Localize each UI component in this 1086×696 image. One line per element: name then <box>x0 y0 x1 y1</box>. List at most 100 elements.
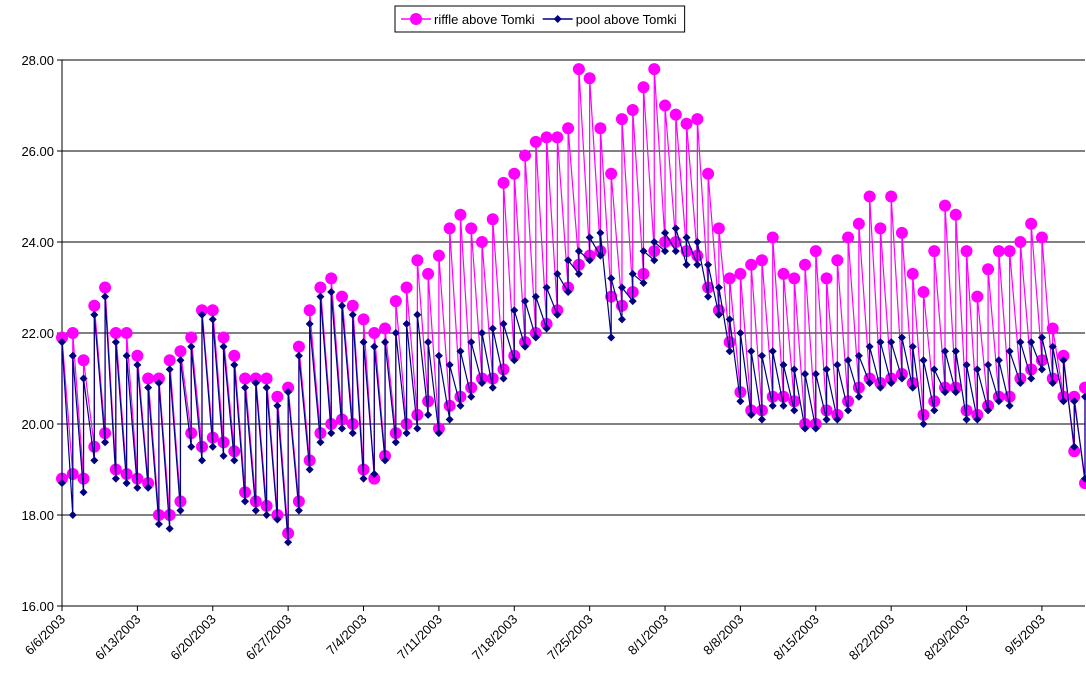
point <box>1035 231 1048 244</box>
point <box>152 372 165 385</box>
point <box>887 338 896 347</box>
point <box>1037 333 1046 342</box>
point <box>165 365 174 374</box>
point <box>411 254 424 267</box>
point <box>228 349 241 362</box>
point <box>984 406 993 415</box>
point <box>607 274 616 283</box>
point <box>346 299 359 312</box>
point <box>917 286 930 299</box>
point <box>865 379 874 388</box>
point <box>432 249 445 262</box>
point <box>747 410 756 419</box>
point <box>111 338 120 347</box>
point <box>109 327 122 339</box>
y-tick-label: 22.00 <box>21 326 54 341</box>
point <box>822 365 831 374</box>
point <box>208 442 217 451</box>
point <box>187 442 196 451</box>
point <box>766 231 779 244</box>
point <box>370 470 379 479</box>
point <box>725 347 734 356</box>
point <box>628 297 637 306</box>
point <box>540 131 553 144</box>
point <box>844 406 853 415</box>
point <box>292 340 305 353</box>
point <box>260 372 273 385</box>
point <box>908 383 917 392</box>
point <box>714 310 723 319</box>
x-tick-label: 8/22/2003 <box>846 612 898 664</box>
point <box>400 281 413 294</box>
point <box>90 456 99 465</box>
point <box>639 247 648 256</box>
point <box>607 333 616 342</box>
point <box>572 63 585 76</box>
series-line <box>61 228 1086 543</box>
point <box>1025 217 1038 230</box>
point <box>249 372 262 385</box>
point <box>941 347 950 356</box>
point <box>197 456 206 465</box>
point <box>564 288 573 297</box>
point <box>391 329 400 337</box>
point <box>488 324 497 333</box>
x-tick-label: 8/29/2003 <box>921 612 973 664</box>
point <box>77 354 90 367</box>
point <box>704 292 713 301</box>
point <box>895 226 908 239</box>
point <box>799 258 812 271</box>
point <box>777 267 790 280</box>
point <box>897 333 906 342</box>
point <box>745 258 758 271</box>
point <box>951 388 960 397</box>
point <box>488 383 497 392</box>
point <box>271 390 284 403</box>
point <box>1016 379 1025 388</box>
point <box>195 304 208 317</box>
point <box>475 236 488 248</box>
point <box>833 415 842 424</box>
point <box>844 356 853 365</box>
point <box>585 256 594 265</box>
point <box>424 410 433 419</box>
point <box>669 108 682 121</box>
point <box>402 319 411 328</box>
point <box>801 369 810 378</box>
point <box>1048 342 1057 351</box>
point <box>768 347 777 356</box>
point <box>284 388 293 397</box>
point <box>941 388 950 397</box>
point <box>982 263 995 276</box>
point <box>163 354 176 367</box>
point <box>335 290 348 303</box>
point <box>736 397 745 406</box>
point <box>682 260 691 269</box>
point <box>422 267 435 280</box>
point <box>585 233 594 242</box>
point <box>755 254 768 267</box>
x-tick-label: 7/11/2003 <box>394 612 445 663</box>
x-tick-label: 7/18/2003 <box>469 612 521 664</box>
point <box>101 292 110 301</box>
legend-label: riffle above Tomki <box>434 12 535 27</box>
point <box>185 331 198 344</box>
point <box>142 372 155 385</box>
point <box>842 231 855 244</box>
point <box>402 429 411 438</box>
point <box>251 379 260 388</box>
point <box>325 272 338 285</box>
point <box>951 347 960 356</box>
point <box>939 199 952 212</box>
point <box>617 283 626 292</box>
series-line <box>61 69 1086 534</box>
legend: riffle above Tomki pool above Tomki <box>394 5 686 33</box>
point <box>467 392 476 401</box>
point <box>671 224 680 233</box>
point <box>219 451 228 460</box>
point <box>66 327 79 339</box>
point <box>874 222 887 235</box>
y-tick-label: 24.00 <box>21 235 54 250</box>
point <box>790 406 799 415</box>
point <box>389 295 402 308</box>
